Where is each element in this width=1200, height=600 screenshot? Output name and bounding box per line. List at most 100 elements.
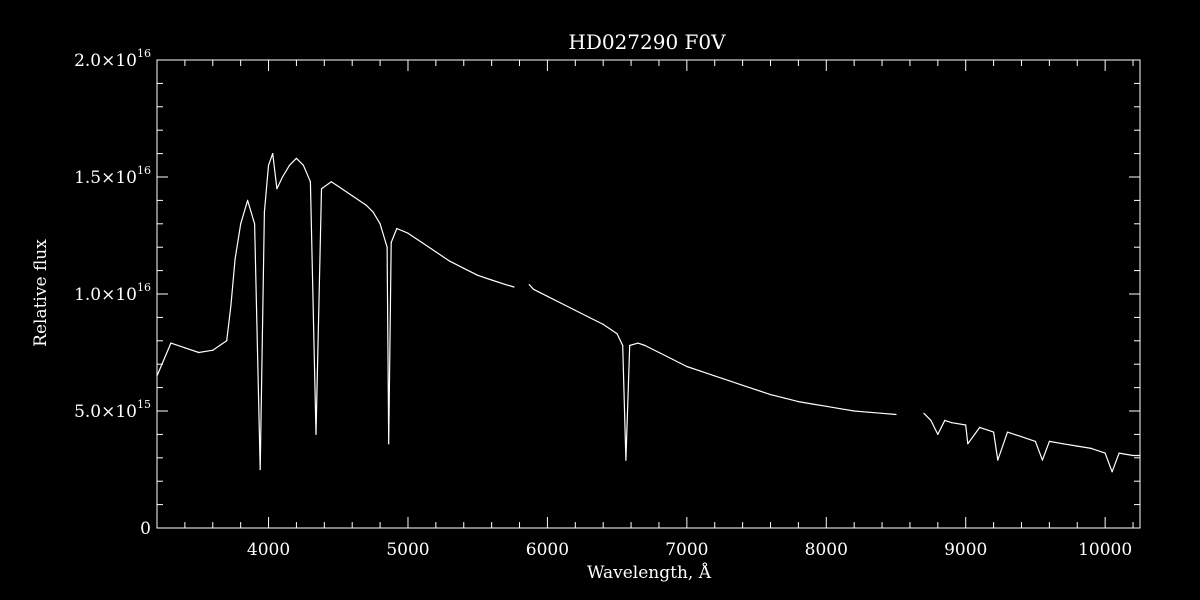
spectrum-point: [234, 258, 236, 260]
x-tick-label: 7000: [665, 540, 708, 560]
spectrum-point: [714, 375, 716, 377]
spectrum-point: [505, 284, 507, 286]
spectrum-point: [1020, 436, 1023, 438]
spectrum-point: [254, 223, 256, 225]
spectrum-point: [965, 424, 967, 426]
spectrum-point: [811, 403, 813, 405]
spectrum-point: [937, 433, 939, 435]
x-tick-label: 8000: [805, 540, 848, 560]
x-axis-label: Wavelength, Å: [587, 562, 712, 583]
spectrum-point: [337, 185, 339, 187]
y-tick-label: 1.0×1016: [74, 281, 151, 305]
spectrum-point: [1132, 454, 1134, 457]
spectrum-point: [1111, 471, 1113, 473]
spectrum-point: [1041, 459, 1043, 461]
spectrum-point: [644, 344, 646, 347]
spectrum-point: [281, 176, 284, 178]
spectrum-point: [672, 358, 674, 361]
spectrum-point: [1048, 440, 1050, 442]
spectrum-point: [839, 408, 841, 410]
x-tick-label: 5000: [386, 540, 429, 560]
spectrum-point: [930, 419, 932, 421]
spectrum-point: [309, 181, 311, 183]
spectrum-point: [449, 260, 451, 262]
x-tick-label: 4000: [247, 540, 290, 560]
spectrum-point: [302, 164, 304, 166]
x-tick-label: 9000: [944, 540, 987, 560]
spectrum-point: [742, 384, 744, 386]
spectrum-point: [263, 211, 265, 213]
spectrum-point: [463, 267, 465, 269]
spectrum-point: [532, 288, 535, 290]
spectrum-point: [1139, 454, 1141, 457]
spectrum-point: [1006, 431, 1009, 433]
spectrum-point: [979, 426, 981, 428]
series-layer: [156, 153, 1141, 473]
spectrum-point: [1062, 443, 1064, 445]
spectrum-point: [184, 347, 186, 349]
spectrum-point: [629, 344, 631, 347]
spectrum-point: [351, 195, 353, 197]
spectrum-point: [728, 380, 730, 382]
spectrum-point: [156, 375, 158, 377]
spectrum-point: [923, 412, 925, 414]
y-tick-label: 5.0×1015: [74, 398, 151, 422]
chart-title: HD027290 F0V: [568, 30, 726, 54]
spectrum-point: [944, 419, 946, 421]
spectrum-point: [1118, 452, 1120, 454]
x-tick-labels: 4000 5000 6000 7000 8000 9000 10000: [247, 540, 1132, 560]
spectrum-point: [230, 305, 232, 307]
spectrum-point: [272, 153, 274, 155]
spectrum-point: [637, 342, 639, 344]
spectrum-point: [881, 412, 883, 414]
spectrum-point: [513, 286, 515, 288]
spectrum-point: [602, 323, 604, 325]
spectrum-point: [853, 410, 855, 412]
spectrum-point: [700, 370, 702, 372]
spectrum-point: [951, 422, 953, 424]
x-tick-label: 10000: [1078, 540, 1132, 560]
spectrum-point: [1090, 447, 1092, 449]
spectrum-point: [895, 413, 897, 416]
spectrum-point: [616, 333, 618, 335]
axis-ticks: [157, 60, 1140, 528]
spectrum-point: [240, 223, 242, 225]
spectrum-point: [390, 241, 392, 244]
spectrum-point: [421, 241, 423, 244]
spectrum-point: [226, 340, 228, 342]
spectrum-point: [330, 181, 332, 183]
spectrum-point: [658, 351, 660, 354]
spectrum-point: [1076, 445, 1078, 447]
spectrum-point: [295, 157, 297, 159]
spectrum-point: [1104, 452, 1106, 454]
spectrum-point: [825, 405, 827, 407]
spectrum-point: [379, 223, 381, 225]
spectrum-point: [1034, 440, 1036, 442]
spectrum-point: [997, 459, 999, 461]
spectrum-point: [783, 397, 786, 399]
spectrum-point: [386, 246, 388, 248]
y-tick-label: 0: [140, 519, 151, 539]
spectrum-point: [288, 164, 291, 166]
spectrum-point: [686, 365, 688, 368]
spectrum-point: [622, 344, 624, 347]
spectrum-point: [756, 389, 758, 391]
spectrum-point: [372, 211, 374, 213]
spectrum-point: [967, 443, 969, 445]
spectrum-point: [546, 295, 549, 297]
spectrum-point: [574, 309, 576, 311]
spectrum-point: [259, 468, 261, 471]
spectrum-point: [491, 279, 493, 281]
spectrum-point: [212, 349, 214, 351]
spectrum-point: [625, 459, 627, 461]
spectrum-point: [560, 302, 563, 304]
spectrum-point: [315, 433, 317, 435]
spectrum-point: [170, 342, 172, 344]
x-tick-label: 6000: [526, 540, 569, 560]
spectrum-point: [867, 411, 869, 413]
spectrum-point: [219, 344, 221, 347]
spectrum-point: [528, 284, 530, 286]
y-axis-label: Relative flux: [31, 239, 51, 347]
